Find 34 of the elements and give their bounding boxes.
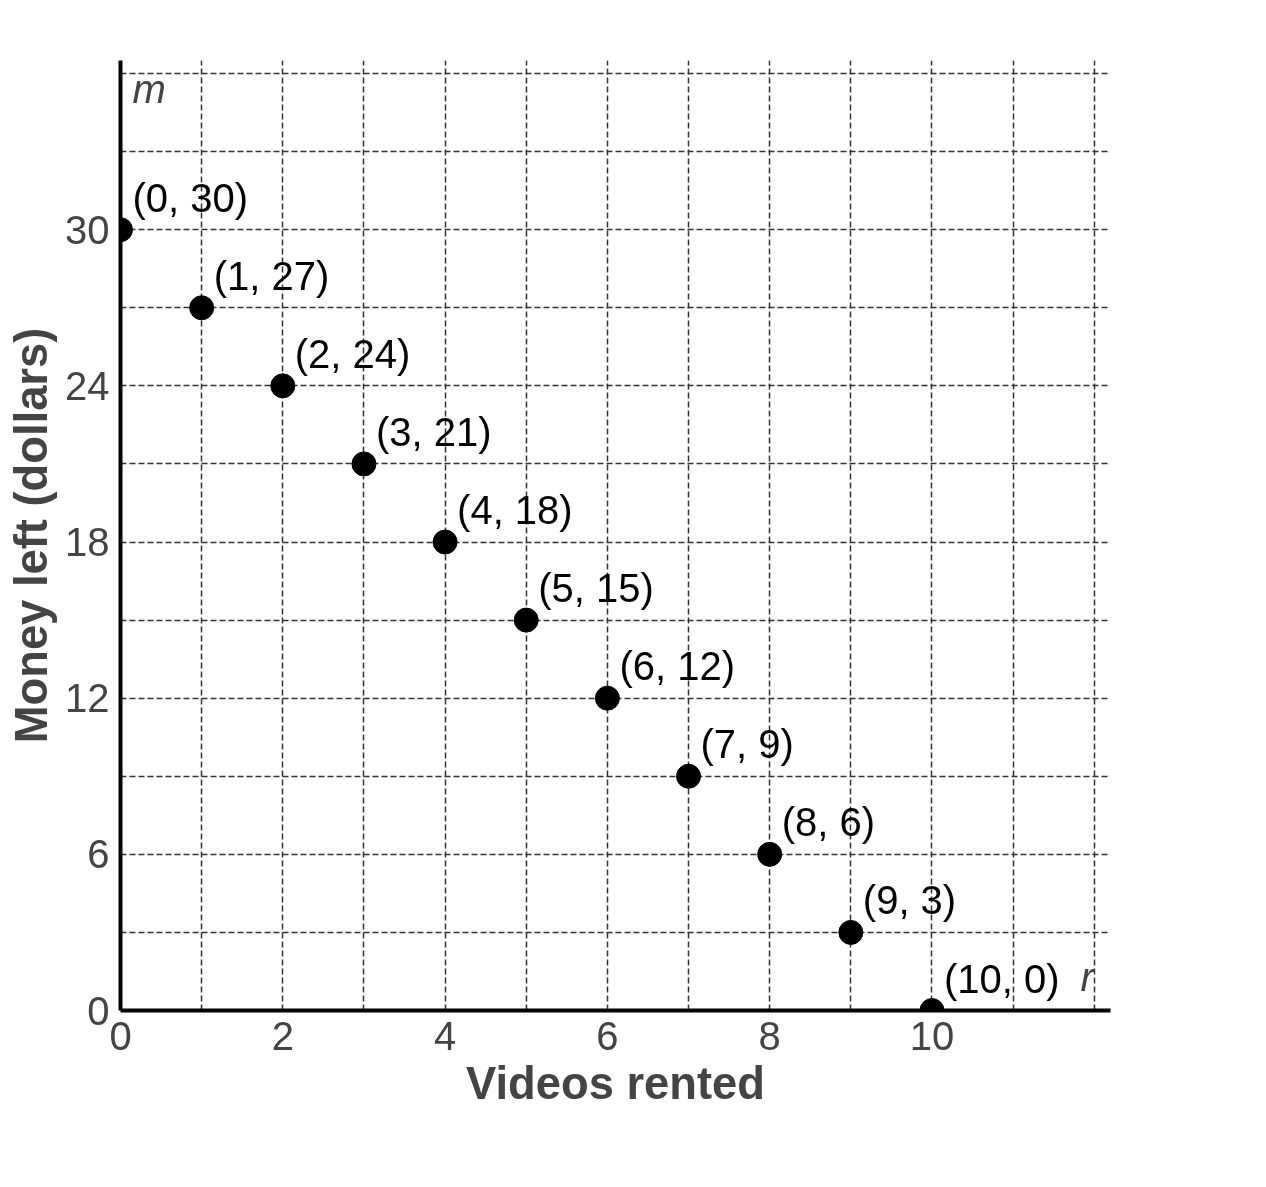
data-label: (2, 24) [294, 331, 411, 376]
point [513, 607, 539, 633]
data-label: (3, 21) [375, 409, 492, 454]
data-label: (5, 15) [538, 566, 654, 611]
point [594, 685, 620, 711]
data-label: (7, 9) [700, 722, 794, 767]
data-label: (0, 30) [132, 175, 249, 220]
data-label: (1, 27) [213, 253, 330, 298]
x-tick-label: 6 [596, 1013, 619, 1058]
point [838, 919, 864, 945]
point [189, 295, 215, 321]
x-tick-label: 2 [271, 1013, 294, 1058]
point [351, 451, 377, 477]
data-label: (8, 6) [781, 800, 876, 845]
annotation: m [132, 66, 166, 111]
point [270, 373, 296, 399]
y-tick-label: 30 [65, 207, 110, 252]
data-label: (9, 3) [862, 878, 957, 923]
y-tick-label: 12 [65, 676, 110, 721]
x-tick-label: 10 [909, 1013, 955, 1058]
y-tick-label: 18 [65, 520, 110, 565]
annotation: r [1080, 954, 1096, 999]
point [432, 529, 458, 555]
y-tick-label: 6 [87, 832, 110, 877]
x-tick-label: 8 [758, 1013, 781, 1058]
x-axis-title: Videos rented [466, 1057, 765, 1109]
y-tick-label: 24 [65, 363, 110, 408]
point [676, 763, 702, 789]
point [757, 841, 783, 867]
x-tick-label: 4 [433, 1013, 457, 1058]
data-label: (4, 18) [457, 488, 573, 533]
data-label: (6, 12) [619, 644, 735, 689]
data-label: (10, 0) [943, 956, 1060, 1001]
y-axis-title: Money left (dollars) [6, 327, 58, 744]
